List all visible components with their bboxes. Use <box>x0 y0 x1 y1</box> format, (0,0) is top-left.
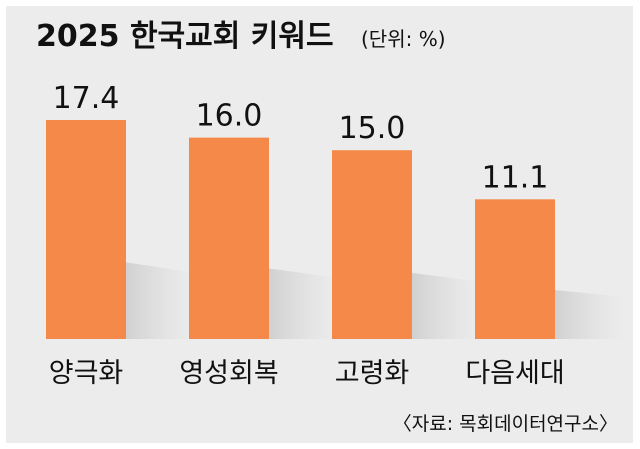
category-labels: 양극화 영성회복 고령화 다음세대 <box>49 358 565 389</box>
bar-shadow <box>269 268 339 339</box>
value-labels: 17.4 16.0 15.0 11.1 <box>53 81 549 195</box>
bar-4 <box>475 199 555 339</box>
value-label-2: 16.0 <box>196 99 263 134</box>
bar-shadows <box>126 262 625 339</box>
bar-chart: 2025 한국교회 키워드 (단위: %) 17.4 16.0 15.0 11.1 양… <box>36 19 625 435</box>
category-label-2: 영성회복 <box>179 358 278 389</box>
bars <box>46 120 555 339</box>
source-note: 〈자료: 목회데이터연구소〉 <box>393 413 618 435</box>
value-label-1: 17.4 <box>53 81 120 116</box>
bar-shadow <box>412 272 482 339</box>
chart-title: 2025 한국교회 키워드 <box>36 19 334 54</box>
bar-shadow <box>555 290 625 339</box>
chart-unit: (단위: %) <box>361 27 446 51</box>
value-label-4: 11.1 <box>482 160 549 195</box>
value-label-3: 15.0 <box>339 111 406 146</box>
chart-panel: 2025 한국교회 키워드 (단위: %) 17.4 16.0 15.0 11.1 양… <box>6 6 633 443</box>
bar-1 <box>46 120 126 339</box>
bar-3 <box>332 150 412 339</box>
category-label-3: 고령화 <box>335 358 410 389</box>
bar-shadow <box>126 262 196 339</box>
bar-2 <box>189 137 269 339</box>
category-label-1: 양극화 <box>49 358 124 389</box>
category-label-4: 다음세대 <box>465 358 564 389</box>
